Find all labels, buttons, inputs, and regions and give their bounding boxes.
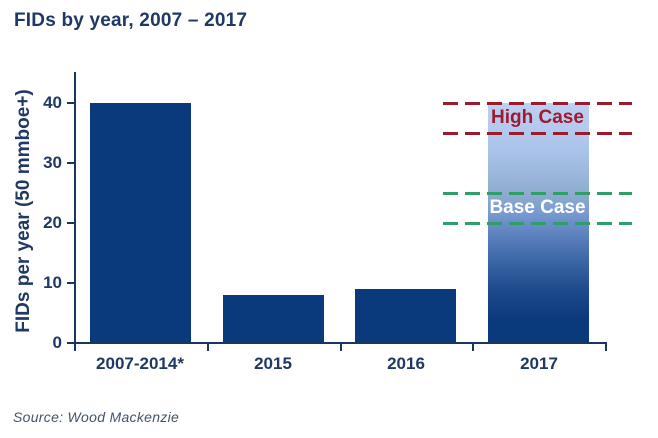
y-tick-label: 10: [43, 273, 62, 292]
y-tick-label: 30: [43, 153, 62, 172]
y-axis-title: FIDs per year (50 mmboe+): [13, 89, 34, 333]
base-case-label: Base Case: [489, 197, 586, 218]
chart-title: FIDs by year, 2007 – 2017: [14, 10, 248, 31]
x-category-label: 2017: [520, 354, 558, 373]
y-tick-mark: [67, 342, 75, 344]
high-case-dashed-line: [443, 101, 632, 105]
y-tick-mark: [67, 162, 75, 164]
x-category-label: 2007-2014*: [96, 354, 184, 373]
high-case-dashed-line: [443, 131, 632, 135]
high-case-label: High Case: [491, 107, 584, 128]
bar-2016: [355, 289, 456, 343]
x-tick-mark: [472, 343, 474, 351]
y-axis-line: [74, 72, 76, 344]
base-case-dashed-line: [443, 191, 632, 195]
x-category-label: 2016: [387, 354, 425, 373]
bar-2007-2014*: [90, 103, 191, 343]
source-note: Source: Wood Mackenzie: [13, 409, 180, 425]
y-tick-mark: [67, 282, 75, 284]
x-tick-mark: [340, 343, 342, 351]
y-tick-label: 0: [52, 333, 62, 352]
y-tick-label: 20: [43, 213, 62, 232]
x-category-label: 2015: [254, 354, 292, 373]
y-tick-mark: [67, 222, 75, 224]
y-tick-label: 40: [43, 93, 62, 112]
x-tick-mark: [74, 343, 76, 351]
base-case-dashed-line: [443, 221, 632, 225]
x-tick-mark: [605, 343, 607, 351]
x-tick-mark: [207, 343, 209, 351]
y-tick-mark: [67, 102, 75, 104]
bar-2015: [223, 295, 324, 343]
